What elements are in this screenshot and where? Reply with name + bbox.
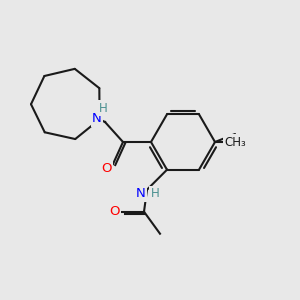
Text: O: O: [109, 205, 119, 218]
Text: N: N: [92, 112, 102, 125]
Text: H: H: [99, 101, 107, 115]
Text: N: N: [136, 187, 146, 200]
Text: CH₃: CH₃: [224, 136, 246, 148]
Text: O: O: [101, 163, 111, 176]
Text: H: H: [151, 187, 159, 200]
